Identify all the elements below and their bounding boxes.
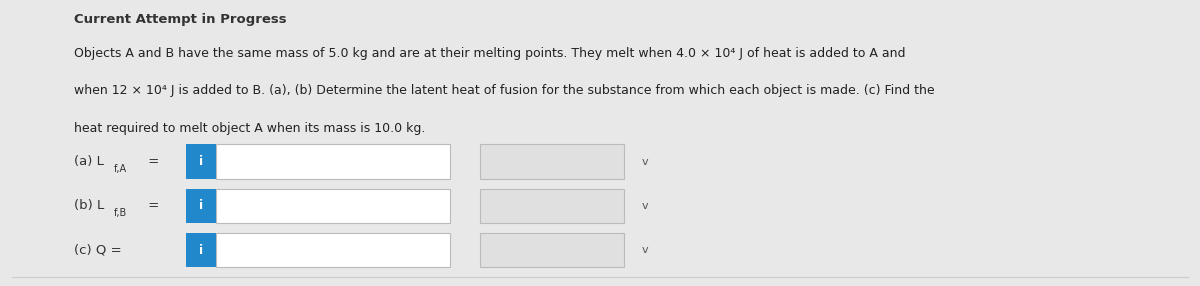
FancyBboxPatch shape	[480, 189, 624, 223]
Text: i: i	[199, 155, 203, 168]
Text: i: i	[199, 199, 203, 212]
Text: v: v	[642, 157, 649, 166]
Text: heat required to melt object A when its mass is 10.0 kg.: heat required to melt object A when its …	[74, 122, 426, 134]
FancyBboxPatch shape	[480, 144, 624, 179]
Text: Objects A and B have the same mass of 5.0 kg and are at their melting points. Th: Objects A and B have the same mass of 5.…	[74, 47, 906, 60]
Text: (b) L: (b) L	[74, 199, 104, 212]
FancyBboxPatch shape	[186, 233, 216, 267]
Text: when 12 × 10⁴ J is added to B. (a), (b) Determine the latent heat of fusion for : when 12 × 10⁴ J is added to B. (a), (b) …	[74, 84, 935, 97]
FancyBboxPatch shape	[480, 233, 624, 267]
Text: v: v	[642, 245, 649, 255]
FancyBboxPatch shape	[186, 189, 216, 223]
Text: f,A: f,A	[114, 164, 127, 174]
FancyBboxPatch shape	[216, 144, 450, 179]
FancyBboxPatch shape	[216, 233, 450, 267]
Text: =: =	[144, 155, 160, 168]
FancyBboxPatch shape	[186, 144, 216, 179]
Text: Current Attempt in Progress: Current Attempt in Progress	[74, 13, 287, 26]
Text: i: i	[199, 244, 203, 257]
Text: v: v	[642, 201, 649, 211]
Text: f,B: f,B	[114, 208, 127, 218]
Text: (c) Q =: (c) Q =	[74, 244, 122, 257]
Text: =: =	[144, 199, 160, 212]
Text: (a) L: (a) L	[74, 155, 104, 168]
FancyBboxPatch shape	[216, 189, 450, 223]
